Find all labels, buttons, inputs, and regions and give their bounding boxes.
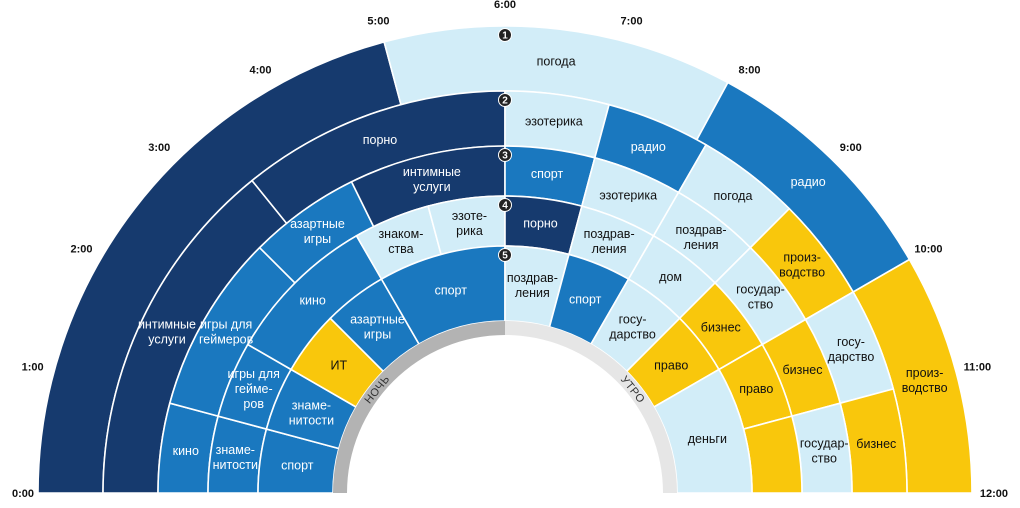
time-label-4: 4:00 bbox=[249, 65, 271, 77]
ring-4-segment-8-label: бизнес bbox=[701, 320, 741, 334]
ring-3-segment-1-label: игры для геймеров bbox=[199, 318, 254, 347]
ring-1-segment-2-label: радио bbox=[791, 175, 826, 189]
ring-5-segment-7-label: госу-дарство bbox=[609, 312, 656, 341]
ring-4-segment-0-label: знаме-нитости bbox=[213, 443, 258, 472]
ring-4-segment-3-label: знаком-ства bbox=[378, 227, 423, 256]
ring-5-segment-8-label: право bbox=[654, 358, 688, 372]
ring-4-segment-9-label: право bbox=[739, 382, 773, 396]
ring-5-segment-6-label: спорт bbox=[569, 292, 602, 306]
segments-layer bbox=[37, 25, 973, 494]
time-labels-layer: 0:00 1:00 2:00 3:00 4:00 5:00 6:00 7:00 8:00 9:00… bbox=[12, 0, 1008, 500]
ring-4-segment-1-label: игры для гейме-ров bbox=[228, 367, 280, 411]
ring-4-segment-6-label: поздрав-ления bbox=[584, 227, 635, 256]
ring-2-segment-0-label: интимные услуги bbox=[138, 317, 196, 346]
ring-2-segment-5-label: произ-водство bbox=[779, 251, 825, 280]
ring-1-segment-1-label: погода bbox=[537, 55, 576, 69]
ring-3-segment-3-label: интимные услуги bbox=[403, 165, 461, 194]
ring-3-segment-7-label: государ-ство bbox=[736, 282, 785, 311]
ring-1-segment-3-label: произ-водство bbox=[902, 366, 948, 395]
ring-2-segment-4-label: погода bbox=[714, 189, 753, 203]
ring-2-segment-3-label: радио bbox=[631, 140, 666, 154]
ring-number-1-badge bbox=[498, 28, 512, 42]
ring-4-segment-2-label: кино bbox=[300, 294, 326, 308]
ring-5-segment-9-label: деньги bbox=[688, 432, 727, 446]
ring-number-2-badge bbox=[498, 93, 512, 107]
ring-2-segment-1-label: порно bbox=[363, 133, 398, 147]
ring-2-segment-6-label: госу-дарство bbox=[828, 335, 875, 364]
time-label-3: 3:00 bbox=[148, 142, 170, 154]
time-label-7: 7:00 bbox=[621, 16, 643, 28]
ring-3-segment-9-label: государ-ство bbox=[800, 436, 849, 465]
ring-5-segment-1-label: знаме-нитости bbox=[289, 398, 334, 427]
time-label-11: 11:00 bbox=[964, 361, 992, 373]
ring-4-segment-4-label: эзоте-рика bbox=[452, 209, 487, 238]
ring-numbers-layer: 1 2 3 4 5 bbox=[498, 28, 512, 262]
ring-3-segment-5-label: эзотерика bbox=[599, 189, 657, 203]
time-label-1: 1:00 bbox=[22, 361, 44, 373]
ring-number-1: 1 bbox=[502, 31, 508, 42]
ring-number-5-badge bbox=[498, 248, 512, 262]
ring-number-3-badge bbox=[498, 148, 512, 162]
ring-5-segment-5-label: поздрав-ления bbox=[507, 271, 558, 300]
ring-5-segment-3-label: азартные игры bbox=[350, 312, 405, 341]
ring-4-segment-7-label: дом bbox=[659, 270, 682, 284]
time-label-8: 8:00 bbox=[738, 65, 760, 77]
ring-3-segment-4-label: спорт bbox=[531, 167, 564, 181]
ring-number-2: 2 bbox=[502, 96, 508, 107]
ring-2-segment-7-label: бизнес bbox=[856, 437, 896, 451]
ring-number-3: 3 bbox=[502, 151, 508, 162]
ring-5-segment-0-label: спорт bbox=[281, 459, 314, 473]
time-label-9: 9:00 bbox=[840, 142, 862, 154]
ring-3-segment-0-label: кино bbox=[173, 444, 199, 458]
ring-number-5: 5 bbox=[502, 251, 508, 262]
ring-5-segment-4-label: спорт bbox=[435, 284, 468, 298]
time-label-0: 0:00 bbox=[12, 488, 34, 500]
ring-3-segment-2-label: азартные игры bbox=[290, 217, 345, 246]
time-label-10: 10:00 bbox=[914, 244, 942, 256]
ring-5-segment-2-label: ИТ bbox=[330, 358, 347, 372]
ring-number-4-badge bbox=[498, 198, 512, 212]
ring-4-segment-5-label: порно bbox=[523, 216, 558, 230]
ring-3-segment-6-label: поздрав-ления bbox=[675, 223, 726, 252]
ring-3-segment-8-label: бизнес bbox=[782, 363, 822, 377]
ring-2-segment-2-label: эзотерика bbox=[525, 115, 583, 129]
morning-band bbox=[505, 321, 677, 493]
time-label-12: 12:00 bbox=[980, 488, 1008, 500]
segment-labels-layer: погода радио произ-водство интимные услуги по… bbox=[138, 55, 948, 473]
time-label-5: 5:00 bbox=[367, 16, 389, 28]
ring-number-4: 4 bbox=[502, 201, 508, 212]
time-label-2: 2:00 bbox=[70, 244, 92, 256]
night-band bbox=[333, 321, 505, 493]
time-label-6: 6:00 bbox=[494, 0, 516, 11]
